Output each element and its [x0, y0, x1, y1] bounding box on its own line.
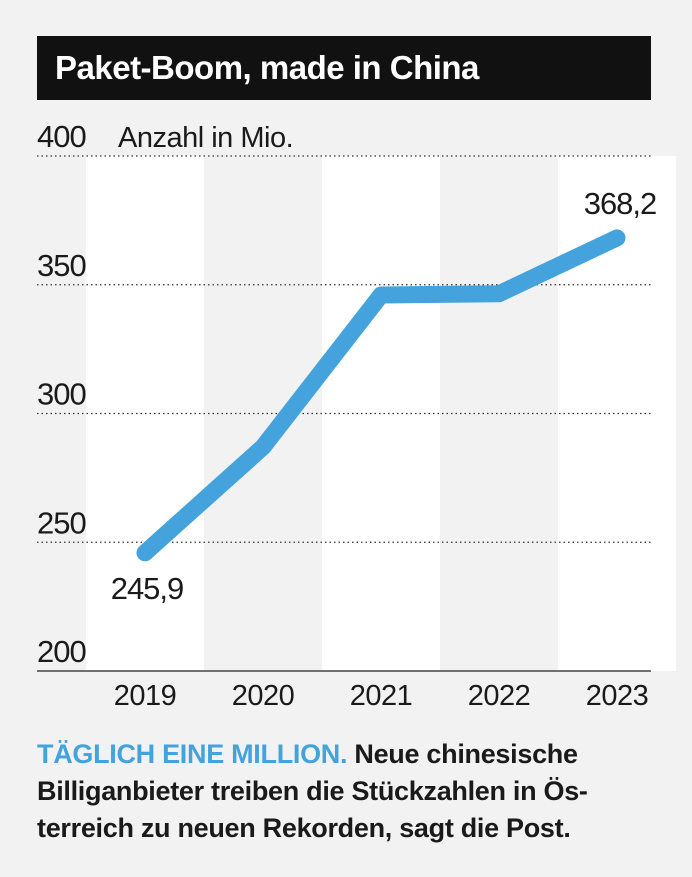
x-tick-label: 2023: [586, 680, 649, 712]
y-axis-title: Anzahl in Mio.: [118, 122, 293, 154]
chart-title: Paket-Boom, made in China: [55, 49, 479, 86]
x-tick-label: 2019: [114, 680, 177, 712]
x-tick-label: 2020: [232, 680, 295, 712]
x-tick-label: 2022: [468, 680, 531, 712]
y-tick-label: 300: [37, 377, 86, 412]
caption-text: Neue chinesische Billiganbieter treiben …: [37, 739, 588, 843]
line-chart: 200 250 300 350 400 Anzahl in Mio. 2019 2020 202…: [37, 119, 676, 712]
x-tick-label: 2021: [350, 680, 413, 712]
y-tick-label: 400: [37, 119, 86, 154]
data-label: 245,9: [111, 571, 184, 606]
data-label: 368,2: [584, 186, 657, 221]
caption-lead: TÄGLICH EINE MILLION.: [37, 739, 348, 769]
y-tick-label: 250: [37, 505, 86, 540]
y-tick-label: 350: [37, 248, 86, 283]
chart-title-bar: Paket-Boom, made in China: [37, 36, 651, 100]
y-tick-label: 200: [37, 634, 86, 669]
caption: TÄGLICH EINE MILLION. Neue chinesische B…: [37, 736, 657, 847]
